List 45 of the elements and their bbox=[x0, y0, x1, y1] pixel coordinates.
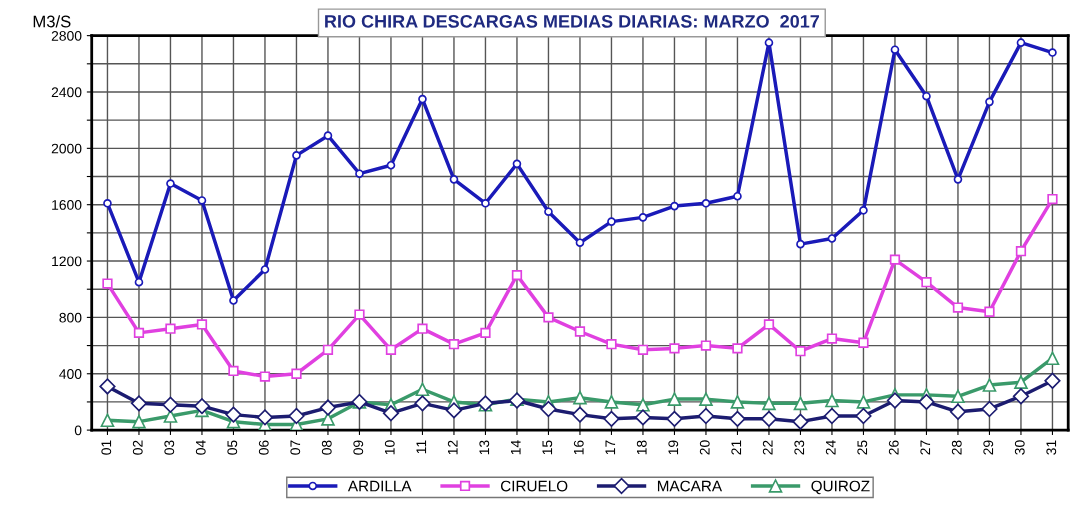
x-tick-label: 15 bbox=[542, 440, 553, 455]
legend-label: MACARA bbox=[657, 480, 723, 492]
y-tick-label: 2400 bbox=[51, 87, 82, 98]
y-tick-label: 2800 bbox=[51, 30, 82, 41]
chart-title: RIO CHIRA DESCARGAS MEDIAS DIARIAS: MARZO 2017 bbox=[325, 14, 820, 28]
legend-label: ARDILLA bbox=[347, 480, 412, 492]
y-tick-label: 400 bbox=[59, 369, 82, 379]
x-tick-label: 31 bbox=[1046, 440, 1057, 455]
y-axis-title: M3/S bbox=[33, 15, 71, 28]
x-tick-label: 30 bbox=[1014, 440, 1025, 455]
x-tick-label: 20 bbox=[699, 440, 710, 455]
legend-label: QUIROZ bbox=[811, 480, 870, 495]
y-tick-label: 800 bbox=[59, 312, 82, 323]
x-tick-label: 14 bbox=[511, 440, 521, 455]
x-tick-label: 21 bbox=[731, 440, 742, 455]
x-tick-label: 29 bbox=[983, 440, 994, 455]
x-tick-label: 05 bbox=[227, 440, 238, 455]
x-tick-label: 17 bbox=[605, 440, 616, 455]
x-tick-label: 23 bbox=[794, 440, 805, 455]
x-tick-label: 27 bbox=[920, 440, 931, 455]
x-tick-label: 08 bbox=[321, 440, 332, 455]
y-tick-label: 0 bbox=[74, 425, 82, 436]
x-tick-label: 25 bbox=[857, 440, 868, 455]
x-tick-label: 10 bbox=[384, 440, 395, 455]
x-tick-label: 03 bbox=[164, 440, 175, 455]
x-tick-label: 12 bbox=[447, 440, 458, 455]
x-tick-label: 07 bbox=[290, 440, 301, 455]
x-tick-label: 11 bbox=[416, 440, 427, 454]
x-tick-label: 28 bbox=[951, 440, 962, 455]
x-tick-label: 16 bbox=[573, 440, 584, 455]
x-tick-label: 22 bbox=[762, 440, 773, 455]
y-tick-label: 2000 bbox=[51, 143, 82, 154]
x-tick-label: 09 bbox=[353, 440, 364, 455]
x-tick-label: 18 bbox=[636, 440, 647, 455]
x-tick-label: 01 bbox=[101, 440, 112, 455]
x-tick-label: 26 bbox=[888, 440, 899, 455]
x-tick-label: 19 bbox=[668, 440, 679, 455]
x-tick-label: 06 bbox=[258, 440, 269, 455]
x-tick-label: 02 bbox=[132, 440, 143, 455]
x-tick-label: 24 bbox=[825, 440, 836, 455]
legend-label: CIRUELO bbox=[500, 480, 568, 492]
y-tick-label: 1600 bbox=[52, 200, 82, 210]
x-tick-label: 04 bbox=[195, 440, 206, 455]
y-tick-label: 1200 bbox=[52, 256, 82, 267]
x-tick-label: 13 bbox=[479, 440, 490, 455]
